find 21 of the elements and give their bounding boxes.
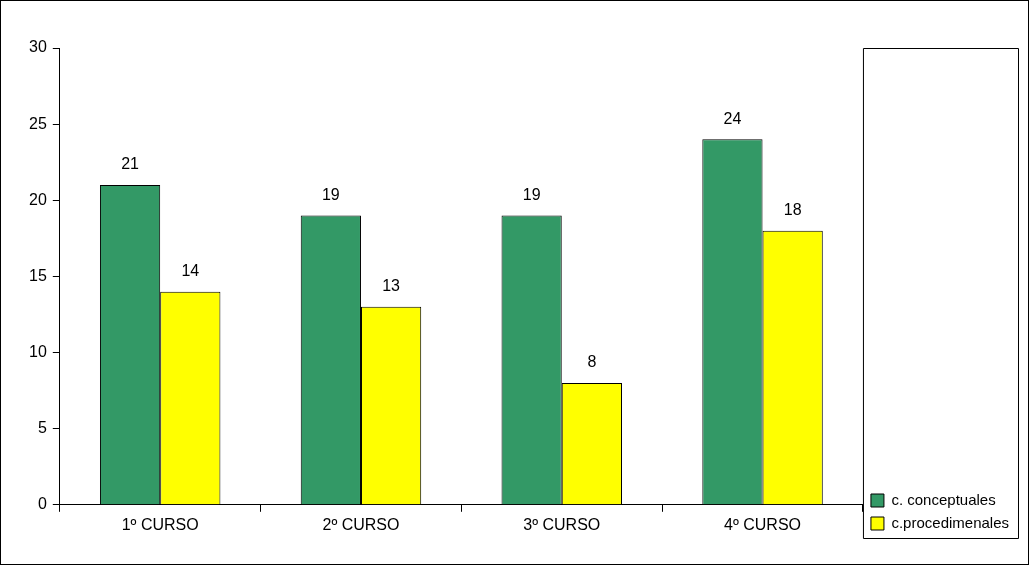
- x-tick-label: 4º CURSO: [724, 515, 802, 533]
- y-tick-label: 20: [29, 190, 47, 208]
- data-label: 8: [587, 353, 597, 371]
- data-label: 19: [321, 185, 340, 203]
- data-label: 24: [723, 109, 742, 127]
- y-tick-label: 25: [29, 114, 47, 132]
- y-tick-label: 5: [37, 419, 47, 437]
- data-label: 19: [522, 185, 541, 203]
- data-label: 13: [382, 277, 401, 295]
- y-tick-label: 0: [37, 495, 47, 513]
- data-label: 21: [121, 155, 140, 173]
- x-tick-label: 3º CURSO: [523, 515, 601, 533]
- data-label: 14: [181, 262, 200, 280]
- legend-label: c. conceptuales: [891, 490, 996, 508]
- y-tick-label: 30: [29, 38, 47, 56]
- y-tick-label: 15: [29, 266, 47, 284]
- y-tick-label: 10: [29, 342, 47, 360]
- legend-label: c.procedimenales: [891, 513, 1009, 531]
- data-label: 18: [783, 201, 802, 219]
- x-tick-label: 2º CURSO: [322, 515, 400, 533]
- x-tick-label: 1º CURSO: [121, 515, 199, 533]
